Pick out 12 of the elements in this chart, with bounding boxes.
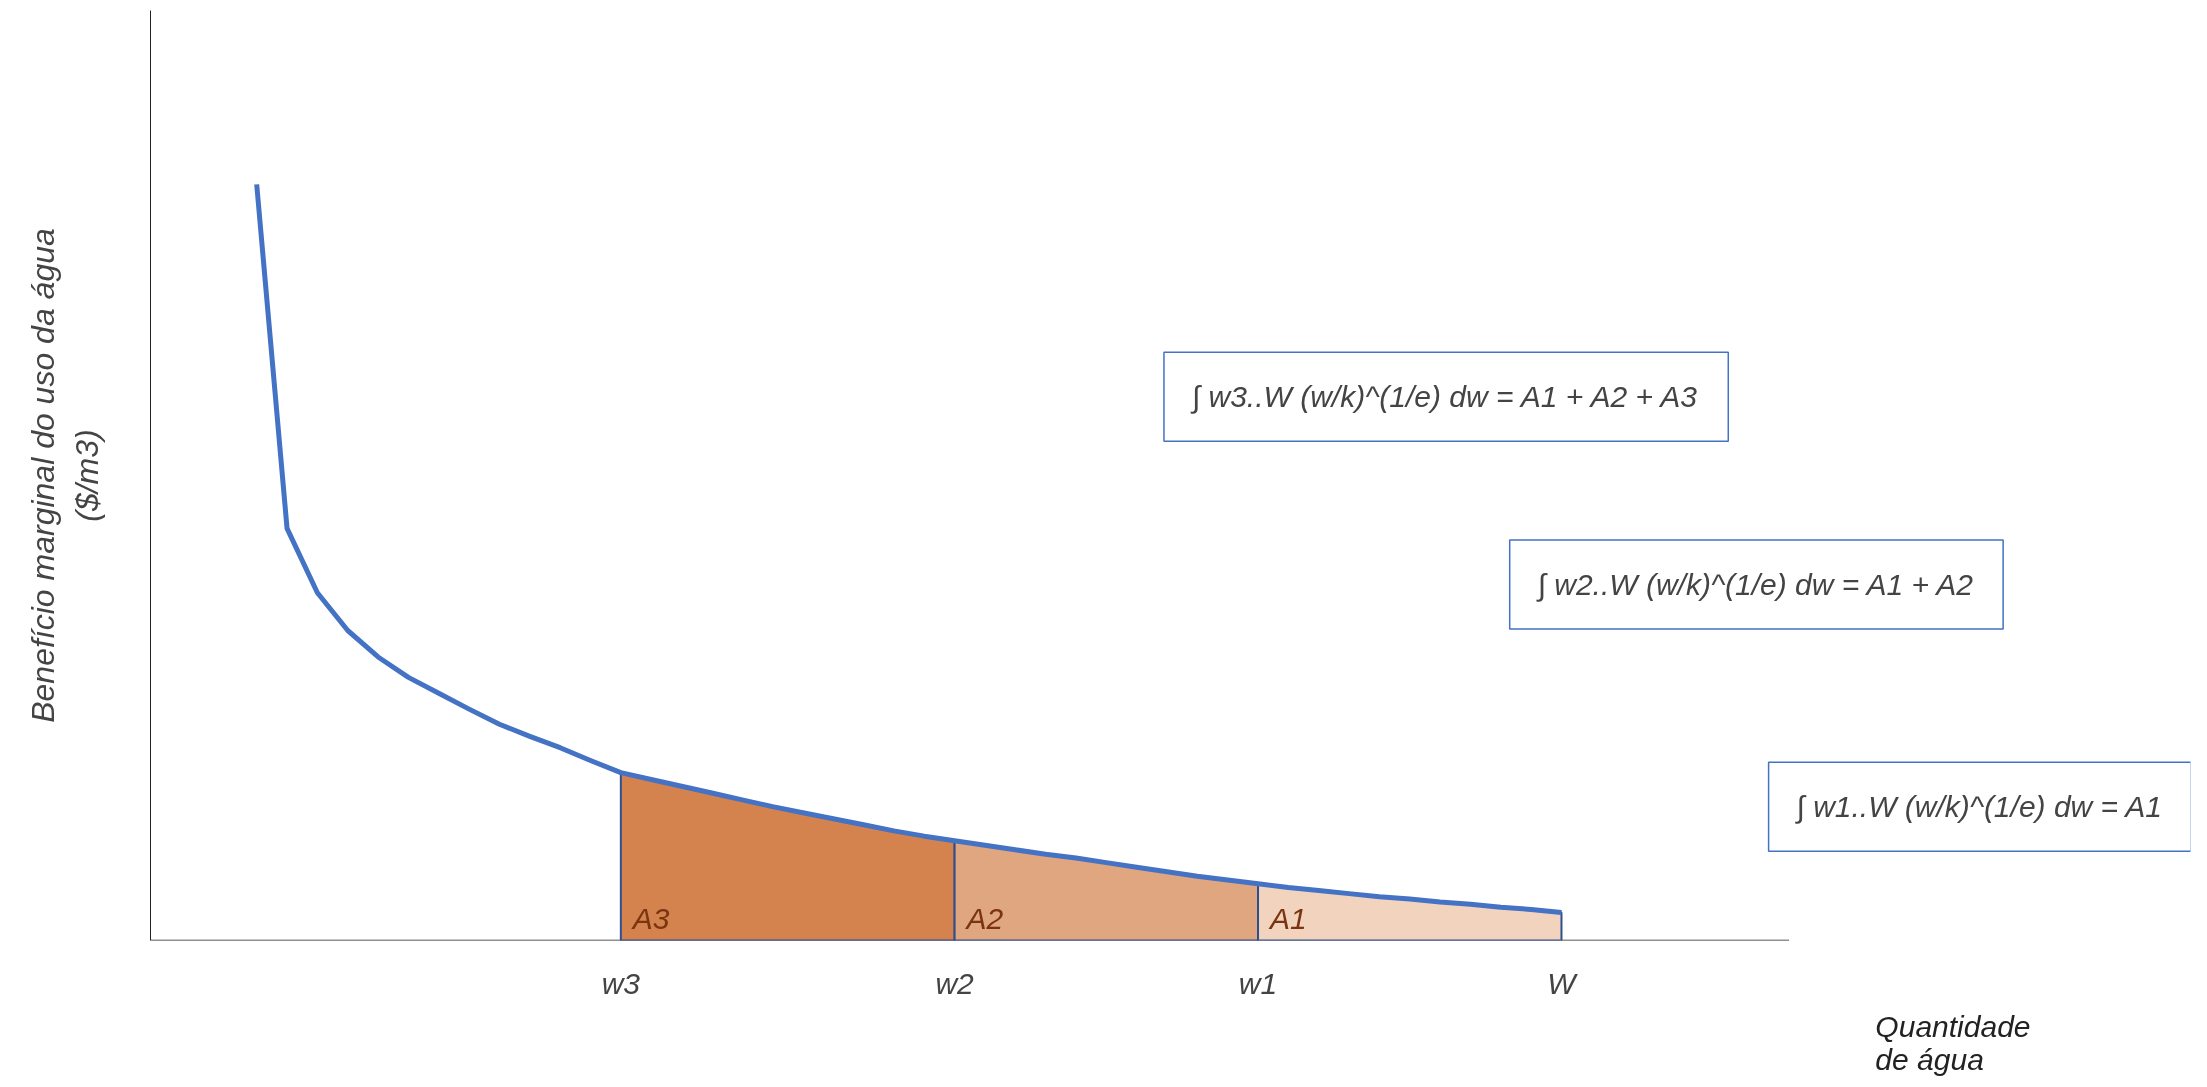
x-tick-label: W — [1547, 966, 1579, 1000]
annotation: ∫ w3..W (w/k)^(1/e) dw = A1 + A2 + A3 — [1189, 380, 1698, 415]
x-tick-label: w2 — [935, 966, 975, 1000]
x-tick-label: w3 — [601, 966, 641, 1000]
series-label: A3 — [630, 901, 670, 935]
x-tick-label: w1 — [1238, 966, 1278, 1000]
series-label: A2 — [964, 901, 1004, 935]
y-axis-title: Benefício marginal do uso da água ($/m3) — [25, 228, 105, 723]
x-axis-title: Quantidade de água — [1875, 1009, 2031, 1076]
annotation: ∫ w2..W (w/k)^(1/e) dw = A1 + A2 — [1535, 567, 1974, 602]
text: ∫ w1..W (w/k)^(1/e) dw = A1 — [1794, 790, 2163, 825]
series-label: A1 — [1268, 901, 1307, 935]
